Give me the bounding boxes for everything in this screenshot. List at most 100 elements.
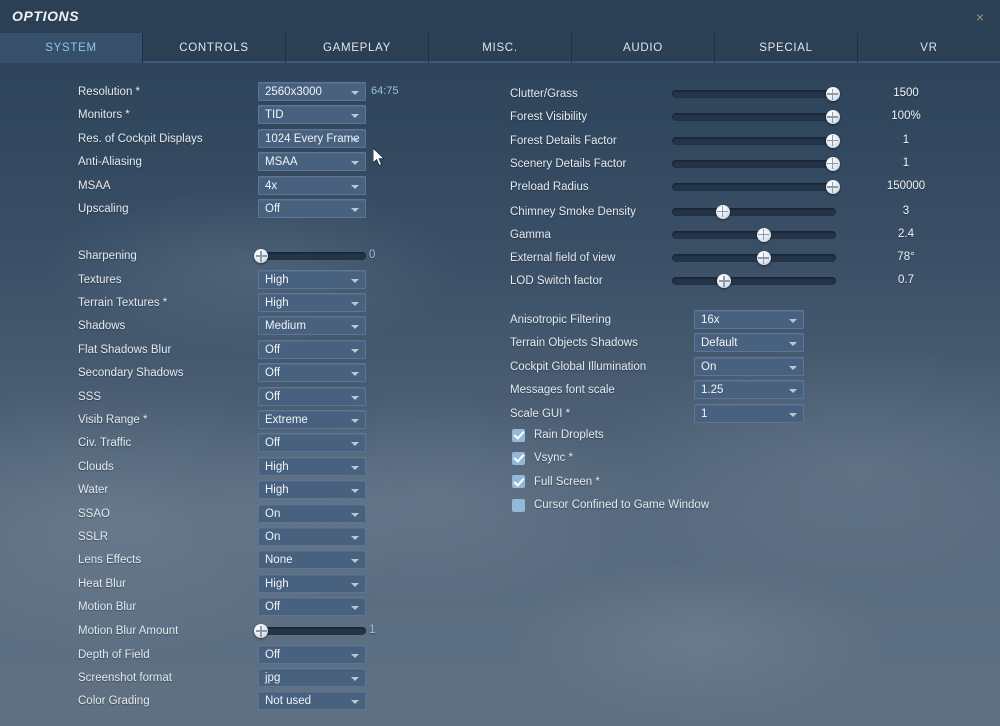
slider-thumb[interactable] <box>825 87 840 101</box>
checkbox-row-full-screen[interactable]: Full Screen * <box>512 472 600 492</box>
dropdown-upscaling[interactable]: Off <box>258 199 366 218</box>
slider-thumb[interactable] <box>756 227 771 242</box>
dropdown-anti-aliasing[interactable]: MSAA <box>258 152 366 172</box>
setting-row-visib-range: Visib Range * Extreme <box>78 409 366 430</box>
dropdown-ssao[interactable]: On <box>258 503 366 523</box>
slider-gamma[interactable] <box>672 225 836 245</box>
slider-thumb[interactable] <box>825 180 840 195</box>
tab-gameplay[interactable]: GAMEPLAY <box>286 33 429 63</box>
slider-chimney-smoke-density[interactable] <box>672 202 836 222</box>
dropdown-res-of-cockpit-displays[interactable]: 1024 Every Frame <box>258 128 366 148</box>
dropdown-sslr[interactable]: On <box>258 526 366 546</box>
chevron-down-icon <box>351 278 359 283</box>
slider-thumb[interactable] <box>825 156 840 171</box>
slider-sharpening[interactable] <box>254 246 366 266</box>
checkbox-full-screen[interactable] <box>512 475 525 489</box>
setting-row-scale-gui: Scale GUI * 1 <box>510 403 804 424</box>
slider-thumb[interactable] <box>715 204 730 219</box>
checkbox-row-vsync[interactable]: Vsync * <box>512 448 573 468</box>
setting-label-clutter-grass: Clutter/Grass <box>510 88 578 100</box>
slider-thumb[interactable] <box>825 133 840 148</box>
slider-preload-radius[interactable] <box>672 177 840 197</box>
tab-controls[interactable]: CONTROLS <box>143 33 286 63</box>
setting-label-sharpening: Sharpening <box>78 250 137 262</box>
slider-forest-visibility[interactable] <box>672 107 840 127</box>
slider-value-forest-visibility: 100% <box>891 110 921 123</box>
checkbox-cursor-confined-to-game-window[interactable] <box>512 498 525 512</box>
setting-row-upscaling: Upscaling Off <box>78 199 366 219</box>
setting-label-motion-blur: Motion Blur <box>78 601 137 614</box>
dropdown-messages-font-scale[interactable]: 1.25 <box>694 380 804 400</box>
dropdown-sss[interactable]: Off <box>258 386 366 406</box>
tab-misc[interactable]: MISC. <box>429 33 572 63</box>
dropdown-monitors[interactable]: TID <box>258 105 366 125</box>
dropdown-terrain-objects-shadows[interactable]: Default <box>694 333 804 353</box>
slider-value-clutter-grass: 1500 <box>893 87 919 99</box>
dropdown-visib-range[interactable]: Extreme <box>258 409 366 429</box>
slider-thumb[interactable] <box>717 274 732 289</box>
slider-scenery-details-factor[interactable] <box>672 154 840 174</box>
slider-value-forest-details-factor: 1 <box>902 133 910 146</box>
setting-label-water: Water <box>78 484 109 497</box>
chevron-down-icon <box>351 161 359 166</box>
slider-clutter-grass[interactable] <box>672 84 840 104</box>
slider-track <box>258 627 366 635</box>
tab-system[interactable]: SYSTEM <box>0 33 143 63</box>
dropdown-screenshot-format[interactable]: jpg <box>258 667 366 687</box>
dropdown-value-resolution: 2560x3000 <box>265 86 322 98</box>
dropdown-anisotropic-filtering[interactable]: 16x <box>694 310 804 329</box>
dropdown-depth-of-field[interactable]: Off <box>258 644 366 664</box>
dropdown-msaa[interactable]: 4x <box>258 175 366 195</box>
dropdown-lens-effects[interactable]: None <box>258 550 366 570</box>
slider-external-field-of-view[interactable] <box>672 248 836 268</box>
checkbox-rain-droplets[interactable] <box>512 428 525 442</box>
setting-row-cockpit-global-illumination: Cockpit Global Illumination On <box>510 356 804 377</box>
dropdown-clouds[interactable]: High <box>258 456 366 476</box>
slider-lod-switch-factor[interactable] <box>672 271 836 291</box>
setting-label-chimney-smoke-density: Chimney Smoke Density <box>510 205 636 218</box>
dropdown-heat-blur[interactable]: High <box>258 573 366 593</box>
slider-thumb[interactable] <box>254 624 269 638</box>
checkbox-row-rain-droplets[interactable]: Rain Droplets <box>512 425 604 445</box>
slider-track <box>672 254 836 263</box>
slider-value-motion-blur-amount: 1 <box>369 624 376 636</box>
dropdown-water[interactable]: High <box>258 480 366 500</box>
dropdown-textures[interactable]: High <box>258 269 366 289</box>
chevron-down-icon <box>351 301 359 306</box>
dropdown-color-grading[interactable]: Not used <box>258 691 366 711</box>
slider-forest-details-factor[interactable] <box>672 131 840 151</box>
dropdown-secondary-shadows[interactable]: Off <box>258 363 366 383</box>
slider-track <box>672 183 836 192</box>
slider-thumb[interactable] <box>756 251 771 266</box>
dropdown-terrain-textures[interactable]: High <box>258 292 366 312</box>
checkbox-vsync[interactable] <box>512 451 525 465</box>
dropdown-value-res-of-cockpit-displays: 1024 Every Frame <box>265 132 360 145</box>
slider-motion-blur-amount[interactable] <box>254 621 366 641</box>
tab-audio[interactable]: AUDIO <box>572 33 715 63</box>
setting-label-terrain-textures: Terrain Textures * <box>78 296 168 309</box>
slider-track <box>672 113 836 122</box>
chevron-down-icon <box>351 559 359 564</box>
setting-row-textures: Textures High <box>78 269 366 290</box>
slider-track <box>258 252 366 260</box>
dropdown-shadows[interactable]: Medium <box>258 316 366 336</box>
chevron-down-icon <box>351 442 359 447</box>
dropdown-scale-gui[interactable]: 1 <box>694 403 804 423</box>
tab-special[interactable]: SPECIAL <box>715 33 858 63</box>
tab-vr[interactable]: VR <box>920 42 938 54</box>
mouse-cursor-icon <box>373 148 386 167</box>
dropdown-flat-shadows-blur[interactable]: Off <box>258 339 366 359</box>
checkbox-label-full-screen: Full Screen * <box>534 475 600 488</box>
dropdown-cockpit-global-illumination[interactable]: On <box>694 356 804 376</box>
slider-thumb[interactable] <box>254 249 269 263</box>
setting-row-preload-radius: Preload Radius 150000 <box>510 177 936 197</box>
setting-label-heat-blur: Heat Blur <box>78 577 126 590</box>
dropdown-value-textures: High <box>265 273 289 286</box>
dropdown-motion-blur[interactable]: Off <box>258 597 366 617</box>
slider-thumb[interactable] <box>825 110 840 125</box>
dropdown-civ-traffic[interactable]: Off <box>258 433 366 453</box>
dropdown-resolution[interactable]: 2560x3000 <box>258 82 366 101</box>
checkbox-row-cursor-confined-to-game-window[interactable]: Cursor Confined to Game Window <box>512 495 709 515</box>
chevron-down-icon <box>351 348 359 353</box>
close-icon[interactable]: × <box>975 9 985 25</box>
